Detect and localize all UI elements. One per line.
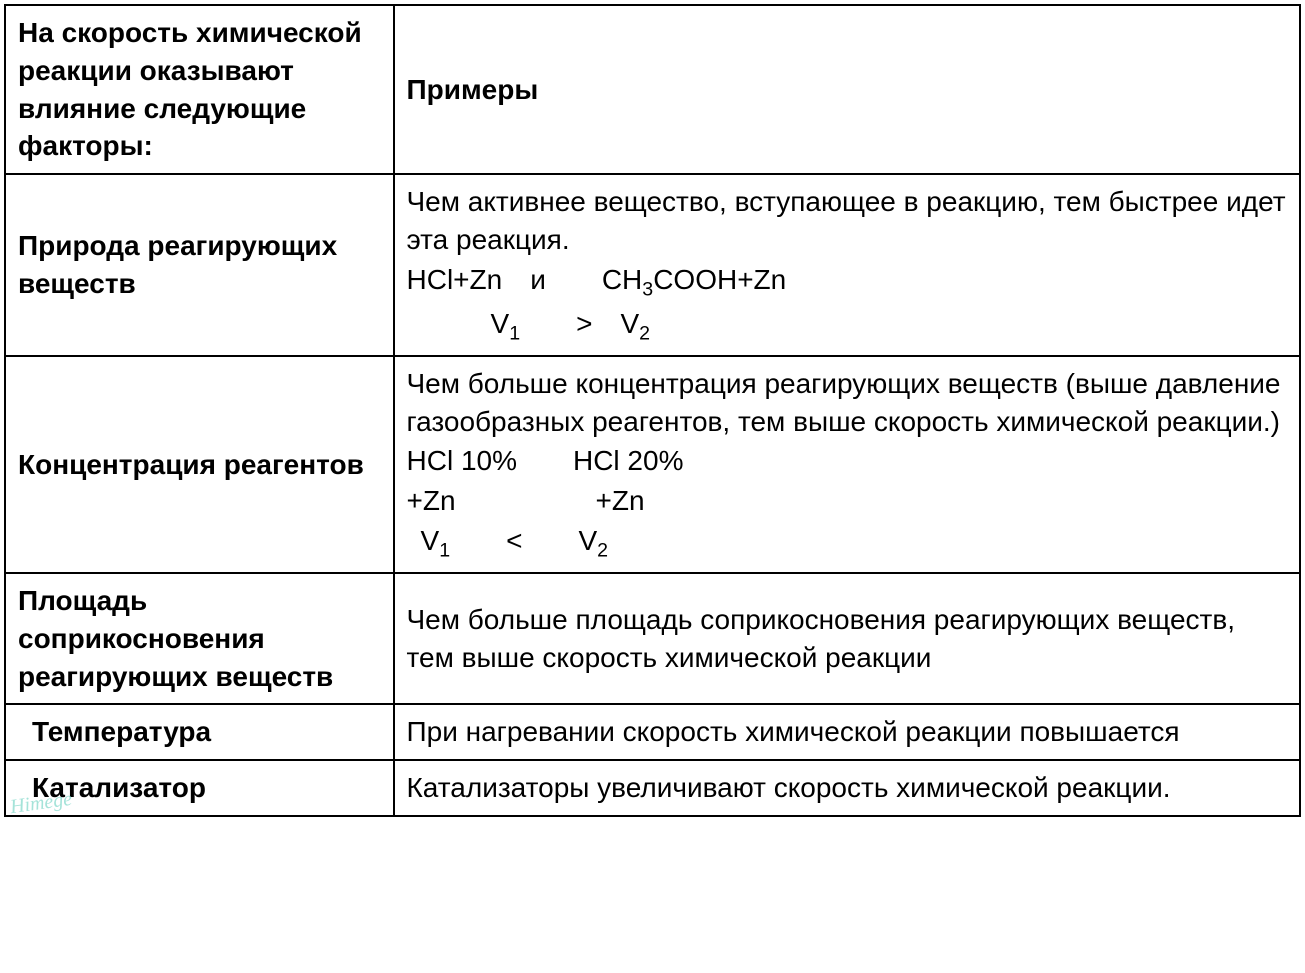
formula-line: V1 < V2 [407, 522, 1288, 564]
header-factors: На скорость химической реакции оказывают… [5, 5, 394, 174]
formula-line: V1 > V2 [407, 305, 1288, 347]
factor-temperature: Температура [5, 704, 394, 760]
formula-line: HCl 10% HCl 20% [407, 442, 1288, 480]
factor-surface: Площадь соприкосновения реагирующих веще… [5, 573, 394, 704]
table-row: Концентрация реагентов Чем больше концен… [5, 356, 1300, 573]
example-concentration: Чем больше концентрация реагирующих веще… [394, 356, 1301, 573]
factors-table: На скорость химической реакции оказывают… [4, 4, 1301, 817]
table-row: Площадь соприкосновения реагирующих веще… [5, 573, 1300, 704]
factor-nature: Природа реагирующих веществ [5, 174, 394, 356]
example-nature: Чем активнее вещество, вступающее в реак… [394, 174, 1301, 356]
table-row: Температура При нагревании скорость хими… [5, 704, 1300, 760]
formula-line: +Zn +Zn [407, 482, 1288, 520]
example-surface: Чем больше площадь соприкосновения реаги… [394, 573, 1301, 704]
table-row: Катализатор Катализаторы увеличивают ско… [5, 760, 1300, 816]
example-temperature: При нагревании скорость химической реакц… [394, 704, 1301, 760]
example-text: Чем активнее вещество, вступающее в реак… [407, 186, 1286, 255]
example-catalyst: Катализаторы увеличивают скорость химиче… [394, 760, 1301, 816]
header-examples: Примеры [394, 5, 1301, 174]
formula-line: HCl+Zn и CH3COOH+Zn [407, 261, 1288, 303]
table-header-row: На скорость химической реакции оказывают… [5, 5, 1300, 174]
example-text: Чем больше концентрация реагирующих веще… [407, 368, 1281, 437]
factor-concentration: Концентрация реагентов [5, 356, 394, 573]
table-row: Природа реагирующих веществ Чем активнее… [5, 174, 1300, 356]
